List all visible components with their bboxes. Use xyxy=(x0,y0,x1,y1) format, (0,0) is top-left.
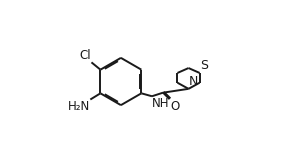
Text: NH: NH xyxy=(152,97,170,110)
Text: H₂N: H₂N xyxy=(68,100,90,113)
Text: N: N xyxy=(189,74,198,88)
Text: S: S xyxy=(200,59,208,72)
Text: Cl: Cl xyxy=(79,49,91,62)
Text: O: O xyxy=(170,100,180,113)
